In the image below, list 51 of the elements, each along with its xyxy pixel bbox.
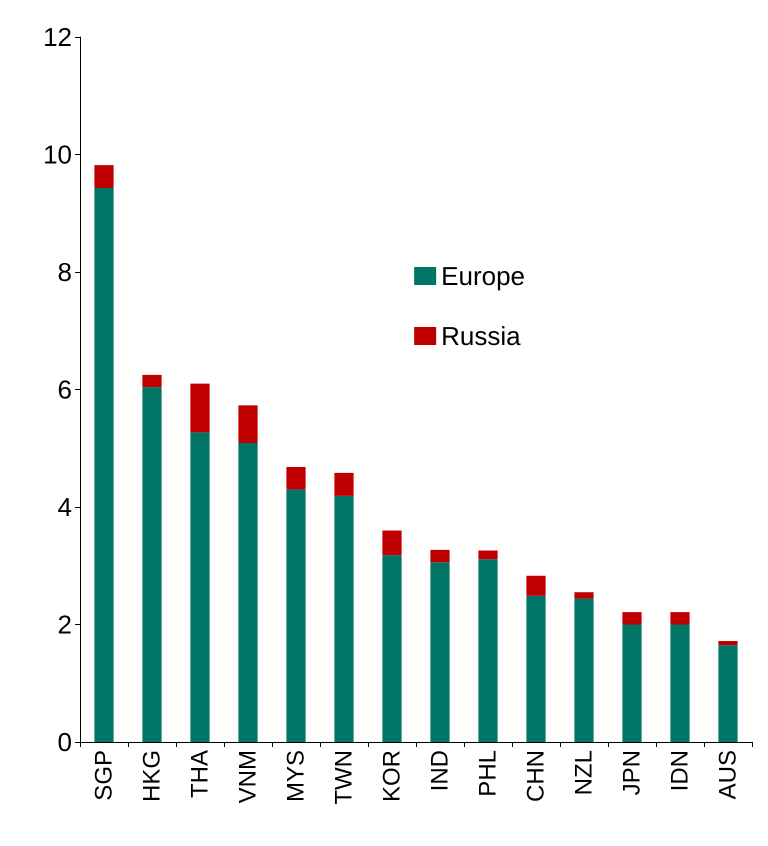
y-tick-label: 12 [43, 22, 72, 52]
bar [190, 432, 210, 742]
x-tick-label: PHL [474, 750, 502, 797]
bar [718, 640, 738, 646]
x-tick-label: THA [186, 750, 214, 798]
y-tick-label: 8 [58, 257, 72, 287]
bar [670, 612, 690, 624]
bar [382, 530, 402, 556]
bar [142, 374, 162, 388]
x-tick-label: MYS [282, 750, 310, 802]
bar [718, 645, 738, 742]
bar [574, 592, 594, 599]
bar [286, 467, 306, 490]
bar [622, 612, 642, 624]
bar [478, 550, 498, 560]
x-tick-label: HKG [138, 750, 166, 802]
bar [238, 405, 258, 443]
y-tick-label: 10 [43, 140, 72, 170]
x-tick-label: CHN [522, 750, 550, 802]
bar [430, 550, 450, 562]
bar [94, 188, 114, 742]
bar [382, 555, 402, 742]
x-tick-label: KOR [378, 750, 406, 802]
legend-label: Europe [441, 261, 526, 291]
y-tick-label: 0 [58, 727, 72, 757]
bar [334, 496, 354, 742]
bar [478, 559, 498, 742]
bar [190, 384, 210, 432]
x-tick-label: IDN [666, 750, 694, 792]
bar [574, 598, 594, 742]
x-tick-label: IND [426, 750, 454, 792]
bar [142, 387, 162, 742]
y-tick-label: 6 [58, 374, 72, 404]
bar [430, 562, 450, 742]
bar [238, 442, 258, 742]
bar [670, 624, 690, 742]
bar [286, 489, 306, 742]
legend-label: Russia [441, 321, 522, 351]
bar [526, 576, 546, 596]
bar [622, 624, 642, 742]
x-tick-label: AUS [714, 750, 742, 800]
bar [94, 165, 114, 188]
x-tick-label: SGP [90, 750, 118, 801]
bar [526, 596, 546, 742]
x-tick-label: VNM [234, 750, 262, 804]
x-tick-label: TWN [330, 750, 358, 805]
y-tick-label: 2 [58, 610, 72, 640]
y-tick-label: 4 [58, 492, 72, 522]
bar [334, 472, 354, 496]
x-tick-label: JPN [618, 750, 646, 796]
x-tick-label: NZL [570, 750, 598, 796]
